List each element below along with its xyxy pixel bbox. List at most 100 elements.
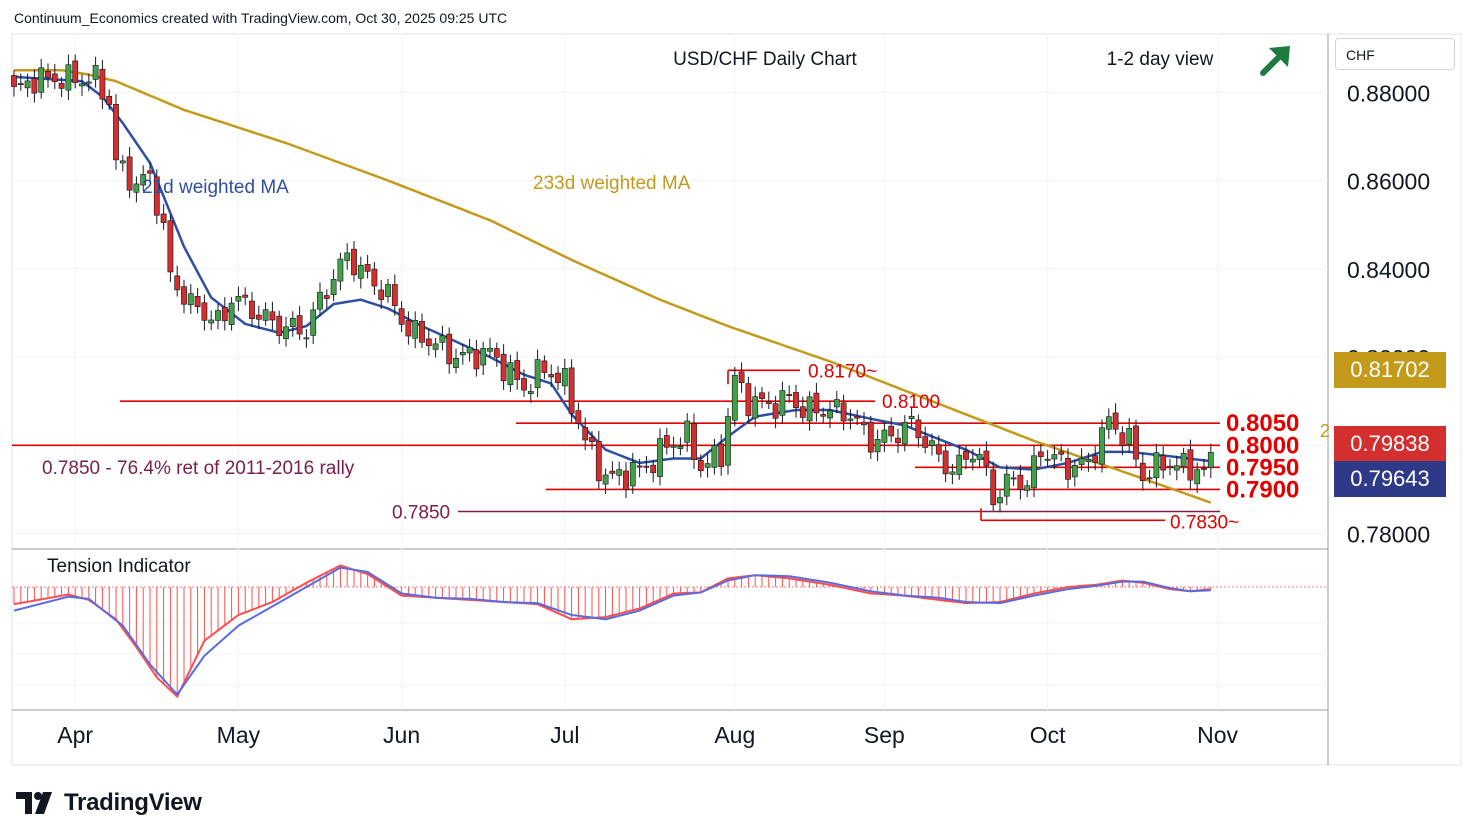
candle xyxy=(473,349,480,370)
candle xyxy=(718,443,725,468)
candle xyxy=(330,279,337,296)
candle xyxy=(153,176,160,216)
candle xyxy=(527,391,534,394)
candle xyxy=(765,401,772,404)
up-right-arrow-icon xyxy=(1260,46,1290,76)
candle xyxy=(949,471,956,475)
candle xyxy=(731,375,738,421)
candle xyxy=(119,160,126,164)
candle xyxy=(215,310,221,321)
currency-selector[interactable]: CHF xyxy=(1335,38,1455,70)
candle xyxy=(629,461,636,487)
candle xyxy=(874,439,881,453)
candle xyxy=(691,423,697,460)
candle xyxy=(534,359,541,389)
level-label-0.8100: 0.8100 xyxy=(882,392,940,413)
candle xyxy=(500,353,507,382)
y-tick-label: 0.84000 xyxy=(1347,257,1430,283)
candle xyxy=(228,302,235,325)
candle xyxy=(854,416,861,419)
candle xyxy=(867,421,874,453)
candle xyxy=(181,286,187,305)
level-label-0.8000: 0.8000 xyxy=(1226,432,1299,459)
candle xyxy=(963,450,969,460)
candle xyxy=(133,183,140,193)
candle xyxy=(1194,469,1201,485)
candle xyxy=(684,420,691,443)
candle xyxy=(1071,465,1078,478)
candle xyxy=(657,438,663,477)
candle xyxy=(555,372,561,384)
candle xyxy=(174,275,181,291)
tension-histogram xyxy=(13,565,1212,697)
candle xyxy=(1146,477,1153,480)
candle xyxy=(990,469,997,506)
candle xyxy=(786,394,793,396)
candle xyxy=(745,383,752,417)
candle xyxy=(1119,432,1126,446)
candle xyxy=(568,367,575,414)
candle xyxy=(1044,458,1051,461)
candle xyxy=(140,174,147,186)
candle xyxy=(507,362,514,386)
candle xyxy=(480,348,487,366)
candle xyxy=(425,338,432,346)
ma-21d-label: 21d weighted MA xyxy=(142,177,289,198)
candle xyxy=(1003,473,1010,497)
candle xyxy=(1078,458,1085,465)
candle xyxy=(323,295,330,299)
x-tick-label: Jun xyxy=(383,722,420,748)
candle xyxy=(820,414,827,417)
y-tick-label: 0.78000 xyxy=(1347,522,1430,548)
candle xyxy=(235,296,242,302)
candle xyxy=(412,320,419,339)
candle xyxy=(793,392,799,408)
candle xyxy=(371,268,378,287)
tradingview-brand[interactable]: TradingView xyxy=(16,788,202,818)
x-tick-label: Apr xyxy=(57,722,93,748)
candle xyxy=(888,425,895,437)
candle xyxy=(738,371,745,384)
price-tag-233d-ma: 0.81702 xyxy=(1334,352,1446,389)
candle xyxy=(419,320,425,343)
candle xyxy=(725,416,731,466)
candle xyxy=(1010,477,1017,480)
x-tick-label: Nov xyxy=(1197,722,1238,748)
candle xyxy=(813,392,820,414)
candle xyxy=(432,343,439,350)
candle xyxy=(106,95,113,105)
candle xyxy=(602,474,609,485)
x-tick-label: Jul xyxy=(550,722,579,748)
candle xyxy=(296,315,303,335)
candles-group xyxy=(11,54,1214,513)
candle xyxy=(126,156,133,191)
candle xyxy=(276,315,283,336)
candle xyxy=(24,80,31,89)
candle xyxy=(1085,459,1092,463)
candle xyxy=(385,284,391,297)
candle xyxy=(908,415,915,420)
header-attribution: Continuum_Economics created with Trading… xyxy=(14,10,508,26)
candle xyxy=(623,470,629,490)
candle xyxy=(187,293,194,305)
candle xyxy=(269,311,276,321)
candle xyxy=(1037,451,1044,458)
candle xyxy=(255,314,262,320)
x-tick-label: Aug xyxy=(714,722,755,748)
candle xyxy=(901,422,908,445)
candle xyxy=(364,264,371,272)
chart-title: USD/CHF Daily Chart xyxy=(673,49,857,70)
candle xyxy=(772,403,779,419)
candle xyxy=(704,463,711,468)
candle xyxy=(317,291,323,310)
candle xyxy=(262,309,269,321)
candle xyxy=(915,419,922,439)
candle xyxy=(1153,452,1160,479)
candle xyxy=(201,302,208,321)
candle xyxy=(487,347,493,352)
price-tag-last-close: 0.79838 xyxy=(1334,426,1446,462)
candle xyxy=(840,402,847,422)
candle xyxy=(1099,427,1105,465)
candle xyxy=(806,396,813,422)
